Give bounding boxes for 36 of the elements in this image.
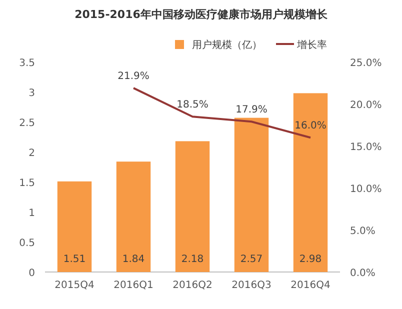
- x-tick-label: 2016Q1: [114, 280, 154, 291]
- y2-tick-label: 0.0%: [350, 268, 376, 279]
- y-tick-label: 3.5: [19, 58, 35, 69]
- x-tick-label: 2015Q4: [54, 280, 94, 291]
- y-tick-label: 3: [28, 88, 35, 99]
- bar: [57, 181, 92, 272]
- bar: [116, 162, 151, 272]
- data-label: 16.0%: [294, 120, 326, 132]
- data-label: 18.5%: [176, 100, 208, 111]
- legend-label: 用户规模（亿）: [192, 39, 262, 51]
- data-label: 2.98: [299, 254, 322, 265]
- y-tick-label: 1.5: [19, 178, 35, 189]
- bar: [175, 141, 210, 272]
- y-tick-label: 2.5: [19, 118, 35, 129]
- y2-tick-label: 10.0%: [350, 184, 382, 195]
- bar: [234, 118, 269, 272]
- bar: [293, 93, 328, 272]
- x-tick-label: 2016Q4: [290, 280, 330, 291]
- data-label: 17.9%: [236, 104, 268, 116]
- y-tick-label: 1: [28, 208, 35, 219]
- data-label: 2.57: [240, 254, 263, 265]
- data-label: 2.18: [181, 254, 204, 265]
- x-tick-label: 2016Q2: [172, 280, 212, 291]
- y2-tick-label: 5.0%: [350, 226, 376, 237]
- y2-tick-label: 25.0%: [350, 58, 382, 69]
- y-tick-label: 2: [28, 148, 35, 159]
- x-tick-label: 2016Q3: [232, 280, 272, 291]
- data-label: 1.51: [63, 254, 86, 265]
- data-label: 21.9%: [118, 71, 150, 82]
- y-tick-label: 0.5: [19, 238, 35, 249]
- y2-tick-label: 20.0%: [350, 100, 382, 111]
- y-tick-label: 0: [28, 268, 35, 279]
- y2-tick-label: 15.0%: [350, 142, 382, 153]
- data-label: 1.84: [122, 254, 145, 265]
- chart-title: 2015-2016年中国移动医疗健康市场用户规模增长: [74, 8, 328, 21]
- legend-label: 增长率: [296, 39, 327, 51]
